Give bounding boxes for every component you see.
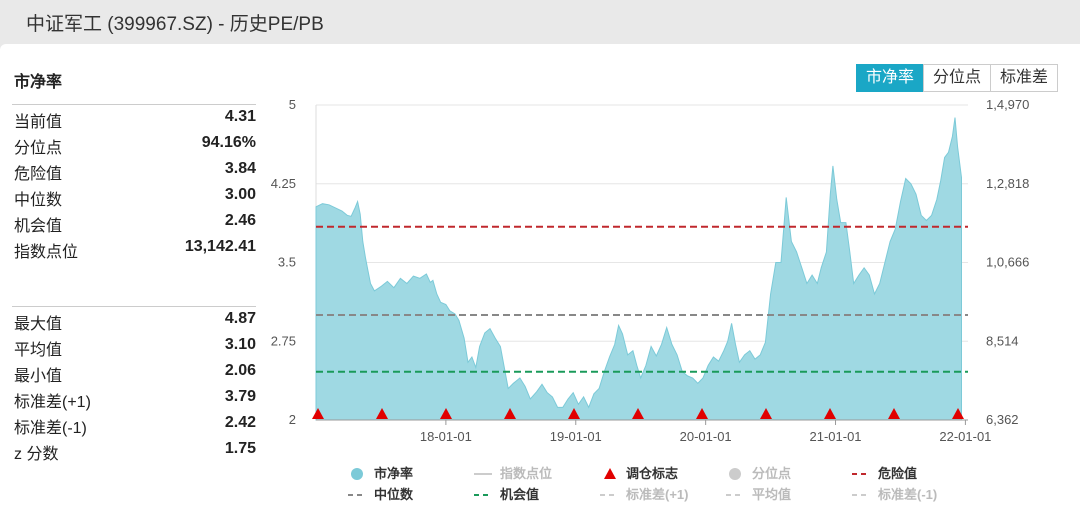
legend-item: 中位数 [348,487,414,502]
stat-label: 标准差(+1) [14,394,91,411]
y-left-tick-label: 2.75 [271,333,296,348]
y-right-tick-label: 1,4,970 [986,97,1029,112]
stat-value: 3.79 [224,388,256,405]
divider-middle [12,306,256,307]
x-tick-label: 19-01-01 [550,429,602,444]
legend-label: 中位数 [374,487,414,502]
y-left-tick-label: 3.5 [278,255,296,270]
divider-top [12,104,256,105]
legend-item: 调仓标志 [604,466,678,481]
tab-percentile[interactable]: 分位点 [923,64,992,92]
stat-z-score: z 分数 1.75 [14,440,256,464]
stat-current-value: 当前值 4.31 [14,108,256,132]
legend-item: 机会值 [474,487,539,502]
x-tick-label: 22-01-01 [939,429,991,444]
legend-label: 标准差(-1) [877,487,937,502]
rebalance-marker [888,408,900,419]
legend-label: 分位点 [752,466,791,481]
rebalance-marker [568,408,580,419]
stat-mean: 平均值 3.10 [14,336,256,360]
legend-item: 标准差(+1) [600,487,688,502]
stat-label: 分位点 [14,140,63,157]
window-title-bar: 中证军工 (399967.SZ) - 历史PE/PB [0,0,1080,44]
stat-value: 1.75 [224,440,256,457]
stat-std-plus: 标准差(+1) 3.79 [14,388,256,412]
stat-label: 当前值 [14,114,63,131]
stat-label: 中位数 [14,192,63,209]
stat-percentile: 分位点 94.16% [14,134,256,158]
stat-label: 标准差(-1) [14,420,87,437]
stat-median: 中位数 3.00 [14,186,256,210]
stat-label: z 分数 [14,446,59,463]
stat-value: 2.46 [224,212,256,229]
legend-item: 平均值 [726,487,791,502]
legend-item: 指数点位 [474,466,552,481]
stat-max: 最大值 4.87 [14,310,256,334]
rebalance-marker [696,408,708,419]
stat-value: 4.87 [224,310,256,327]
legend-label: 调仓标志 [626,466,678,481]
rebalance-marker [952,408,964,419]
stat-label: 机会值 [14,218,63,235]
stat-value: 3.00 [224,186,256,203]
legend-label: 机会值 [500,487,539,502]
metric-tabs: 市净率 分位点 标准差 [856,64,1059,92]
rebalance-marker [312,408,324,419]
stat-value: 3.10 [224,336,256,353]
y-left-tick-label: 5 [289,97,296,112]
x-tick-label: 21-01-01 [809,429,861,444]
stat-min: 最小值 2.06 [14,362,256,386]
legend-label: 平均值 [752,487,791,502]
pb-area-series [315,117,963,421]
x-tick-label: 20-01-01 [680,429,732,444]
y-right-tick-label: 6,362 [986,412,1019,427]
y-left-tick-label: 2 [289,412,296,427]
y-right-tick-label: 1,2,818 [986,176,1029,191]
legend-symbol [351,468,363,480]
rebalance-marker [824,408,836,419]
y-right-tick-label: 1,0,666 [986,255,1029,270]
legend-label: 市净率 [374,466,413,481]
stat-std-minus: 标准差(-1) 2.42 [14,414,256,438]
stat-value: 2.06 [224,362,256,379]
legend-label: 指数点位 [500,466,552,481]
x-tick-label: 18-01-01 [420,429,472,444]
legend-item: 分位点 [729,466,791,481]
legend-symbol [729,468,741,480]
legend-label: 标准差(+1) [625,487,688,502]
rebalance-marker [504,408,516,419]
stat-index-points: 指数点位 13,142.41 [14,238,256,262]
tab-std[interactable]: 标准差 [990,64,1059,92]
y-right-tick-label: 8,514 [986,333,1019,348]
rebalance-marker [760,408,772,419]
stat-opportunity: 机会值 2.46 [14,212,256,236]
stat-label: 最大值 [14,316,63,333]
legend-item: 危险值 [852,466,917,481]
stat-value: 94.16% [201,134,256,151]
stat-label: 最小值 [14,368,63,385]
rebalance-marker [632,408,644,419]
legend-item: 市净率 [351,466,413,481]
stat-label: 指数点位 [14,244,79,261]
rebalance-marker [440,408,452,419]
legend-item: 标准差(-1) [852,487,937,502]
legend-label: 危险值 [878,466,917,481]
legend-symbol [604,468,616,479]
tab-pb[interactable]: 市净率 [856,64,925,92]
stat-label: 危险值 [14,166,63,183]
stat-danger: 危险值 3.84 [14,160,256,184]
stat-value: 4.31 [224,108,256,125]
y-left-tick-label: 4.25 [271,176,296,191]
stat-value: 3.84 [224,160,256,177]
rebalance-marker [376,408,388,419]
stat-label: 平均值 [14,342,63,359]
window-title: 中证军工 (399967.SZ) - 历史PE/PB [26,14,324,35]
section-title: 市净率 [14,74,63,91]
stat-value: 2.42 [224,414,256,431]
stat-value: 13,142.41 [184,238,256,255]
